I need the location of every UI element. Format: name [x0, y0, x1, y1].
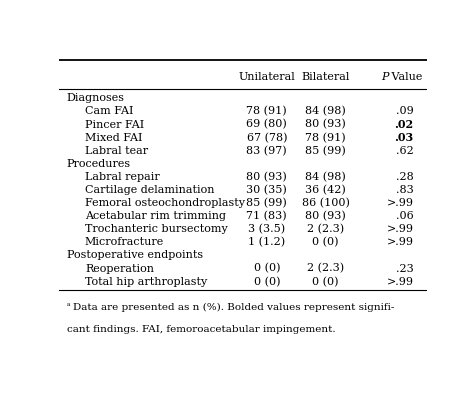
Text: P: P	[381, 73, 388, 83]
Text: Bilateral: Bilateral	[301, 73, 350, 83]
Text: Cartilage delamination: Cartilage delamination	[85, 185, 214, 195]
Text: 85 (99): 85 (99)	[305, 146, 346, 156]
Text: 84 (98): 84 (98)	[305, 106, 346, 117]
Text: >.99: >.99	[387, 198, 414, 208]
Text: Microfracture: Microfracture	[85, 237, 164, 247]
Text: 2 (2.3): 2 (2.3)	[307, 224, 344, 235]
Text: >.99: >.99	[387, 224, 414, 234]
Text: >.99: >.99	[387, 277, 414, 287]
Text: .28: .28	[396, 172, 414, 182]
Text: Total hip arthroplasty: Total hip arthroplasty	[85, 277, 207, 287]
Text: cant findings. FAI, femoroacetabular impingement.: cant findings. FAI, femoroacetabular imp…	[66, 325, 335, 334]
Text: 30 (35): 30 (35)	[246, 185, 287, 195]
Text: Postoperative endpoints: Postoperative endpoints	[66, 251, 203, 260]
Text: Trochanteric bursectomy: Trochanteric bursectomy	[85, 224, 228, 234]
Text: 80 (93): 80 (93)	[305, 119, 346, 130]
Text: .02: .02	[395, 119, 414, 130]
Text: 84 (98): 84 (98)	[305, 172, 346, 182]
Text: 2 (2.3): 2 (2.3)	[307, 263, 344, 273]
Text: 1 (1.2): 1 (1.2)	[248, 237, 285, 247]
Text: Labral repair: Labral repair	[85, 172, 160, 182]
Text: 78 (91): 78 (91)	[305, 132, 346, 143]
Text: 85 (99): 85 (99)	[246, 198, 287, 208]
Text: 80 (93): 80 (93)	[246, 172, 287, 182]
Text: Femoral osteochondroplasty: Femoral osteochondroplasty	[85, 198, 245, 208]
Text: 0 (0): 0 (0)	[312, 276, 339, 287]
Text: .09: .09	[396, 106, 414, 116]
Text: Pincer FAI: Pincer FAI	[85, 119, 144, 130]
Text: Data are presented as n (%). Bolded values represent signifi-: Data are presented as n (%). Bolded valu…	[73, 302, 394, 312]
Text: 36 (42): 36 (42)	[305, 185, 346, 195]
Text: Cam FAI: Cam FAI	[85, 106, 134, 116]
Text: Unilateral: Unilateral	[238, 73, 295, 83]
Text: Procedures: Procedures	[66, 159, 131, 169]
Text: Diagnoses: Diagnoses	[66, 93, 125, 103]
Text: .03: .03	[394, 132, 414, 143]
Text: .06: .06	[396, 211, 414, 221]
Text: 0 (0): 0 (0)	[312, 237, 339, 247]
Text: >.99: >.99	[387, 237, 414, 247]
Text: 78 (91): 78 (91)	[246, 106, 287, 117]
Text: 67 (78): 67 (78)	[246, 132, 287, 143]
Text: Labral tear: Labral tear	[85, 146, 148, 156]
Text: .62: .62	[396, 146, 414, 156]
Text: 86 (100): 86 (100)	[301, 198, 349, 208]
Text: ᵃ: ᵃ	[66, 302, 70, 312]
Text: Acetabular rim trimming: Acetabular rim trimming	[85, 211, 226, 221]
Text: 3 (3.5): 3 (3.5)	[248, 224, 285, 235]
Text: 0 (0): 0 (0)	[254, 263, 280, 273]
Text: 80 (93): 80 (93)	[305, 211, 346, 221]
Text: Mixed FAI: Mixed FAI	[85, 133, 143, 143]
Text: 83 (97): 83 (97)	[246, 146, 287, 156]
Text: 71 (83): 71 (83)	[246, 211, 287, 221]
Text: Value: Value	[388, 73, 422, 83]
Text: .23: .23	[396, 263, 414, 273]
Text: 0 (0): 0 (0)	[254, 276, 280, 287]
Text: 69 (80): 69 (80)	[246, 119, 287, 130]
Text: .83: .83	[396, 185, 414, 195]
Text: Reoperation: Reoperation	[85, 263, 154, 273]
